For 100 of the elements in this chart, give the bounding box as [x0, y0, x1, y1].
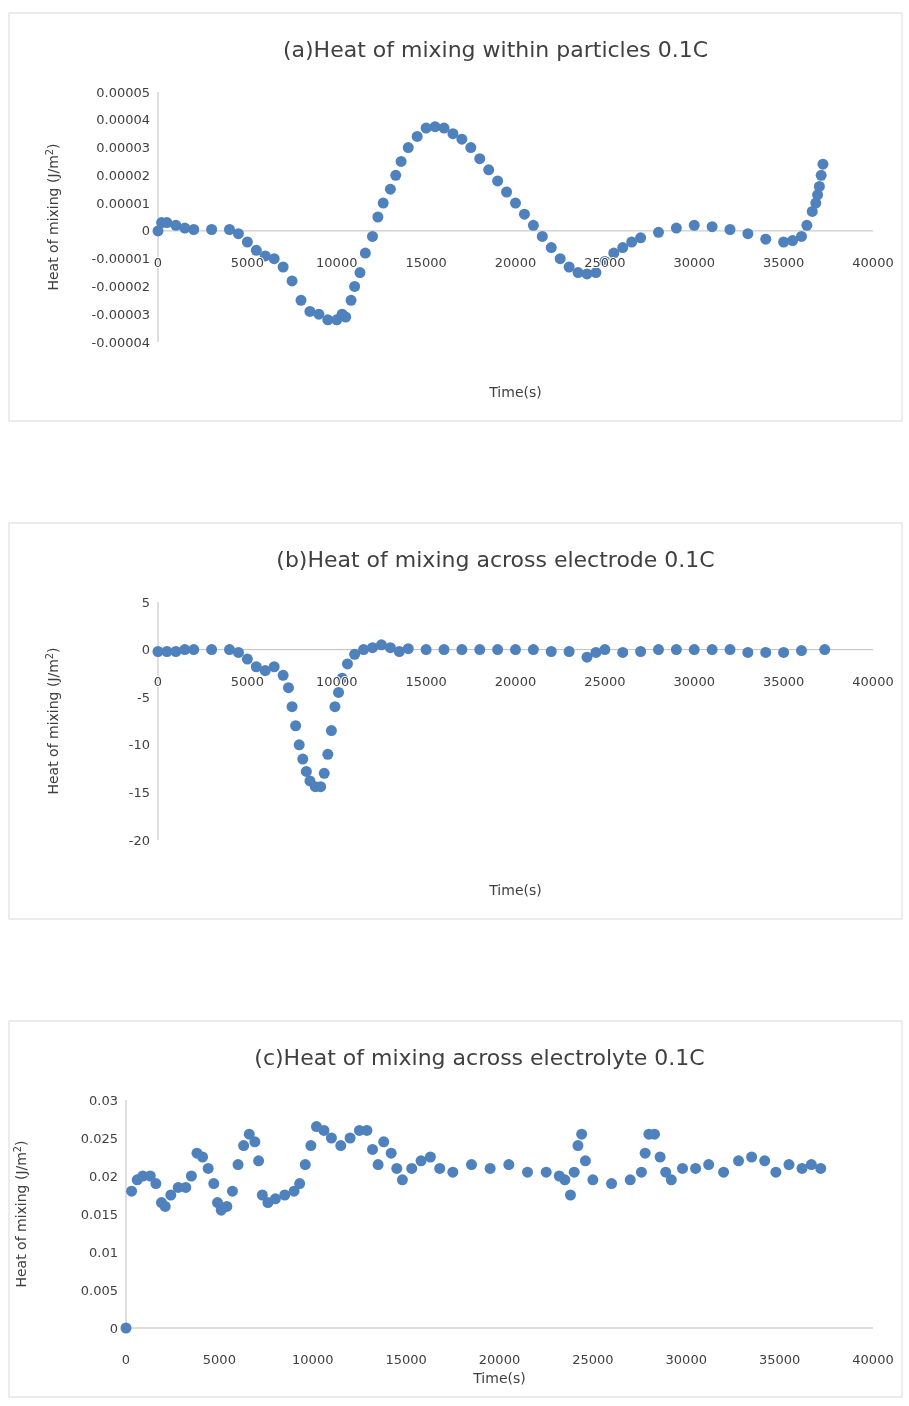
point [796, 645, 807, 657]
point [161, 646, 173, 657]
point [590, 646, 602, 658]
y-tick-label: -0.00003 [91, 306, 150, 322]
y-tick-label: 0.005 [80, 1282, 118, 1298]
point [179, 644, 191, 656]
point [250, 661, 262, 673]
point [819, 644, 831, 656]
x-axis-title: Time(s) [472, 1370, 526, 1386]
x-tick-label: 0 [153, 254, 163, 270]
point [599, 644, 611, 656]
y-tick-label: -20 [128, 832, 150, 848]
point [300, 765, 312, 777]
point [653, 644, 664, 656]
point [241, 653, 253, 665]
point [384, 642, 396, 654]
point [170, 646, 182, 657]
y-tick-label: -5 [137, 689, 150, 705]
point [742, 646, 754, 658]
y-tick-label: -0.00004 [91, 334, 150, 350]
x-tick-label: 35000 [762, 254, 805, 270]
x-tick-label: 5000 [202, 1352, 236, 1367]
y-tick-label: 5 [141, 594, 150, 610]
point [402, 643, 414, 655]
point [277, 669, 289, 681]
point [325, 725, 337, 737]
point [329, 701, 341, 713]
x-tick-label: 10000 [316, 673, 358, 689]
x-tick-label: 20000 [494, 673, 537, 689]
point [322, 748, 334, 760]
y-tick-label: 0.03 [89, 1092, 118, 1108]
point [581, 651, 593, 663]
x-tick-label: 25000 [572, 1352, 614, 1367]
point [358, 644, 370, 656]
point [259, 665, 271, 677]
x-tick-label: 30000 [673, 254, 715, 270]
point [474, 644, 486, 656]
point [563, 646, 575, 657]
x-tick-label: 35000 [762, 673, 805, 689]
x-tick-label: 5000 [230, 673, 264, 689]
x-tick-label: 40000 [852, 254, 894, 270]
x-tick-label: 0 [153, 673, 163, 689]
y-tick-label: 0 [141, 642, 150, 658]
y-tick-label: 0.00002 [96, 167, 150, 183]
chart-title: (a)Heat of mixing within particles 0.1C [282, 37, 709, 62]
point [188, 644, 200, 656]
point [706, 644, 718, 656]
chart-title: (b)Heat of mixing across electrode 0.1C [276, 547, 715, 572]
x-tick-label: 10000 [292, 1352, 334, 1367]
x-tick-label: 30000 [665, 1352, 707, 1367]
point [492, 644, 504, 656]
x-tick-label: 30000 [673, 673, 715, 689]
point [290, 720, 302, 732]
y-tick-label: -15 [128, 784, 150, 800]
y-tick-label: -0.00002 [91, 278, 150, 294]
x-tick-label: 20000 [494, 254, 537, 270]
point [438, 644, 450, 656]
point [456, 644, 468, 656]
x-tick-label: 15000 [405, 254, 447, 270]
point [688, 644, 700, 656]
point [393, 646, 405, 657]
y-tick-label: 0.025 [80, 1130, 118, 1146]
y-tick-label: 0.015 [80, 1206, 118, 1222]
y-tick-label: 0.00005 [96, 84, 150, 100]
y-tick-label: -0.00001 [91, 251, 150, 267]
x-tick-label: 35000 [758, 1352, 801, 1367]
chart-title: (c)Heat of mixing across electrolyte 0.1C [254, 1045, 705, 1070]
x-tick-label: 40000 [852, 1352, 894, 1367]
y-tick-label: 0.01 [89, 1244, 118, 1260]
x-axis-title: Time(s) [488, 882, 542, 898]
point [224, 644, 235, 656]
point [420, 644, 432, 656]
point [510, 644, 521, 656]
x-tick-label: 40000 [852, 673, 894, 689]
point [286, 701, 298, 713]
point [206, 644, 218, 656]
y-tick-label: 0.00001 [96, 195, 150, 211]
y-tick-label: 0 [141, 223, 150, 239]
point [341, 658, 353, 670]
point [282, 682, 294, 694]
point [670, 644, 682, 656]
x-tick-label: 5000 [230, 254, 264, 270]
point [333, 686, 345, 698]
x-tick-label: 10000 [316, 254, 358, 270]
point [318, 767, 330, 779]
x-tick-label: 15000 [405, 673, 447, 689]
y-tick-label: 0.02 [89, 1168, 118, 1184]
point [268, 661, 280, 673]
y-tick-label: 0.00003 [96, 140, 150, 156]
x-axis-title: Time(s) [488, 384, 542, 400]
y-tick-label: 0 [109, 1320, 118, 1336]
point [367, 642, 378, 654]
x-tick-label: 20000 [478, 1352, 521, 1367]
point [617, 646, 629, 658]
point [724, 644, 736, 656]
y-tick-label: -10 [128, 737, 150, 753]
x-tick-label: 15000 [385, 1352, 427, 1367]
point [293, 739, 305, 751]
point [232, 646, 244, 658]
point [635, 646, 647, 657]
